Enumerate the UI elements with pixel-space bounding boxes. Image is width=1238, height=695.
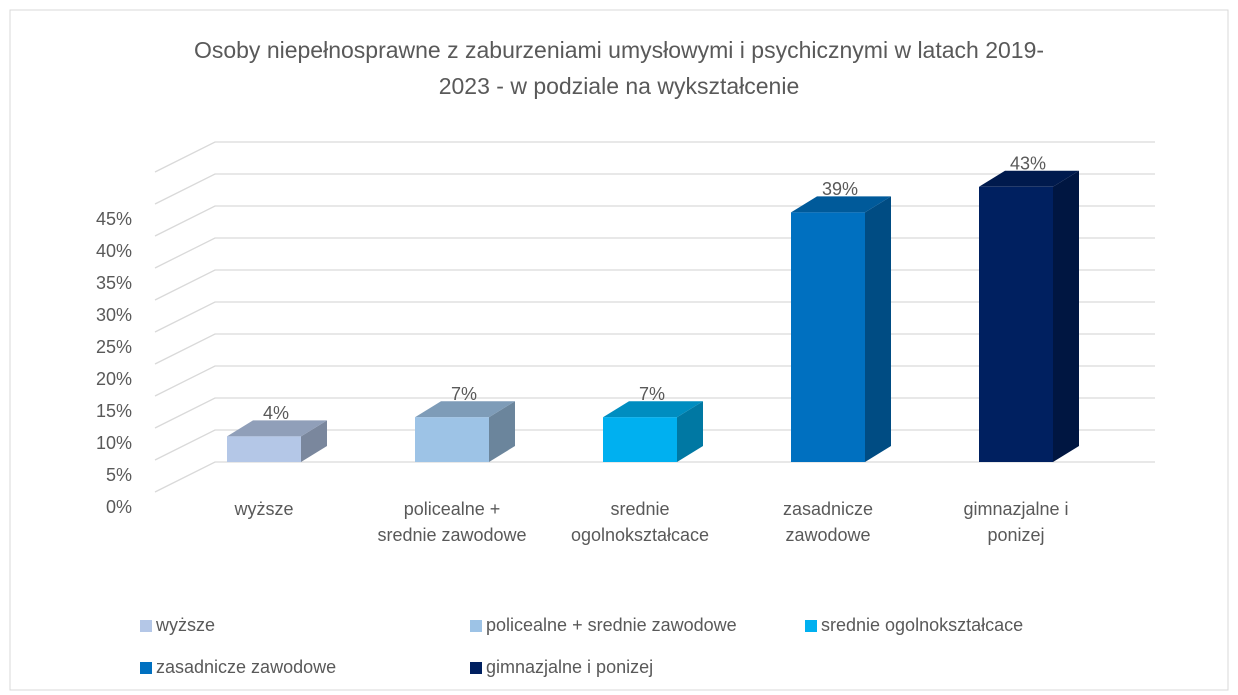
bar-side bbox=[1053, 170, 1079, 463]
y-tick-label: 25% bbox=[96, 337, 132, 357]
y-tick-label: 30% bbox=[96, 305, 132, 325]
legend-item: srednie ogolnokształcace bbox=[805, 615, 1023, 636]
y-tick-label: 15% bbox=[96, 401, 132, 421]
legend-label: zasadnicze zawodowe bbox=[156, 657, 337, 677]
bar bbox=[227, 436, 301, 462]
legend-swatch bbox=[805, 619, 817, 632]
legend-item: policealne + srednie zawodowe bbox=[470, 615, 737, 636]
bar bbox=[791, 212, 865, 462]
bar-top bbox=[415, 401, 515, 418]
value-label: 4% bbox=[263, 403, 289, 423]
y-tick-label: 20% bbox=[96, 369, 132, 389]
bar-side bbox=[301, 420, 327, 462]
x-tick-label: wyższe bbox=[234, 499, 294, 519]
bar bbox=[979, 186, 1053, 463]
legend-swatch bbox=[470, 619, 482, 632]
bar bbox=[603, 417, 677, 462]
bar-side bbox=[489, 401, 515, 462]
legend-swatch bbox=[140, 661, 152, 674]
legend-label: srednie ogolnokształcace bbox=[821, 615, 1024, 635]
x-tick-label: gimnazjalne i ponizej bbox=[963, 499, 1069, 545]
value-label: 39% bbox=[822, 179, 858, 199]
grid-line bbox=[154, 173, 1155, 205]
y-tick-label: 35% bbox=[96, 273, 132, 293]
y-tick-label: 5% bbox=[106, 465, 132, 485]
chart-title: Osoby niepełnosprawne z zaburzeniami umy… bbox=[193, 37, 1045, 99]
x-tick-label: srednie ogolnokształcace bbox=[570, 499, 710, 545]
value-label: 7% bbox=[451, 384, 477, 404]
x-tick-label: policealne + srednie zawodowe bbox=[377, 499, 527, 545]
bar bbox=[415, 417, 489, 462]
legend-item: wyższe bbox=[140, 615, 215, 636]
legend-label: gimnazjalne i ponizej bbox=[486, 657, 654, 677]
legend-swatch bbox=[470, 661, 482, 674]
legend-item: zasadnicze zawodowe bbox=[140, 657, 336, 678]
bar-top bbox=[227, 420, 327, 437]
bar-top bbox=[979, 170, 1079, 187]
y-tick-label: 45% bbox=[96, 209, 132, 229]
legend-swatch bbox=[140, 619, 152, 632]
grid-line-top bbox=[154, 141, 1155, 173]
bar-side bbox=[677, 401, 703, 462]
y-tick-label: 0% bbox=[106, 497, 132, 517]
x-tick-label: zasadnicze zawodowe bbox=[782, 499, 874, 545]
value-label: 7% bbox=[639, 384, 665, 404]
legend-label: policealne + srednie zawodowe bbox=[486, 615, 737, 635]
y-tick-label: 10% bbox=[96, 433, 132, 453]
legend-label: wyższe bbox=[156, 615, 216, 635]
bar-top bbox=[603, 401, 703, 418]
bar-top bbox=[791, 196, 891, 213]
bar-side bbox=[865, 196, 891, 462]
legend-item: gimnazjalne i ponizej bbox=[470, 657, 653, 678]
y-tick-label: 40% bbox=[96, 241, 132, 261]
value-label: 43% bbox=[1010, 154, 1046, 174]
